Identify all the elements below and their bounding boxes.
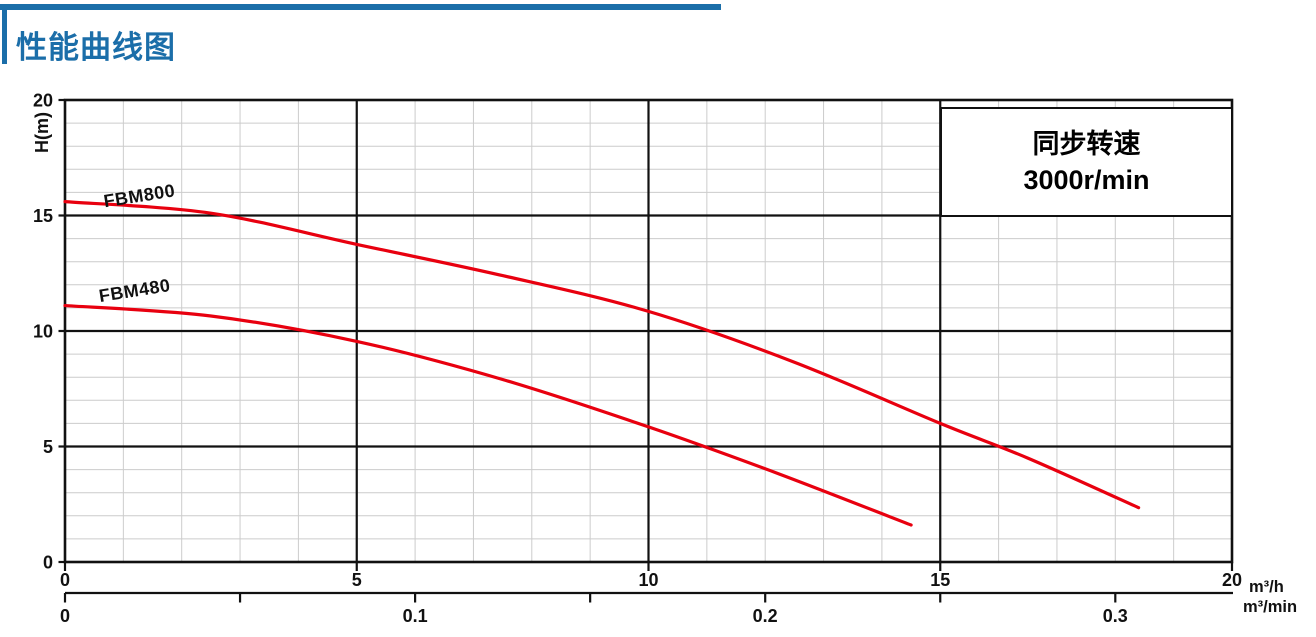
x-tick-label: 20 bbox=[1222, 570, 1242, 590]
y-tick-label: 5 bbox=[43, 437, 53, 457]
x-tick-label: 15 bbox=[930, 570, 950, 590]
y-axis-title: H(m) bbox=[32, 112, 52, 153]
x2-tick-label: 0.3 bbox=[1103, 606, 1128, 626]
sync-speed-value: 3000r/min bbox=[1023, 165, 1150, 195]
header-top-rule bbox=[0, 4, 721, 10]
x-tick-label: 5 bbox=[352, 570, 362, 590]
x-axis-unit-m3min: m³/min bbox=[1243, 598, 1297, 616]
header-left-rule bbox=[2, 4, 7, 64]
curve-FBM800 bbox=[63, 200, 1141, 510]
y-tick-label: 10 bbox=[33, 322, 53, 342]
page-title: 性能曲线图 bbox=[16, 30, 176, 65]
y-tick-label: 20 bbox=[33, 91, 53, 111]
y-tick-label: 15 bbox=[33, 206, 53, 226]
x2-tick-label: 0.2 bbox=[753, 606, 778, 626]
sync-speed-label: 同步转速 bbox=[1032, 128, 1141, 159]
y-tick-label: 0 bbox=[43, 553, 53, 573]
x-axis-unit-m3h: m³/h bbox=[1249, 578, 1284, 596]
x2-tick-label: 0 bbox=[60, 606, 70, 626]
x2-tick-label: 0.1 bbox=[403, 606, 428, 626]
x-tick-label: 10 bbox=[638, 570, 658, 590]
curve-FBM480 bbox=[63, 303, 913, 527]
curve-label-FBM480: FBM480 bbox=[97, 275, 171, 306]
sync-speed-annotation: 同步转速 3000r/min bbox=[940, 107, 1233, 217]
x-tick-label: 0 bbox=[60, 570, 70, 590]
